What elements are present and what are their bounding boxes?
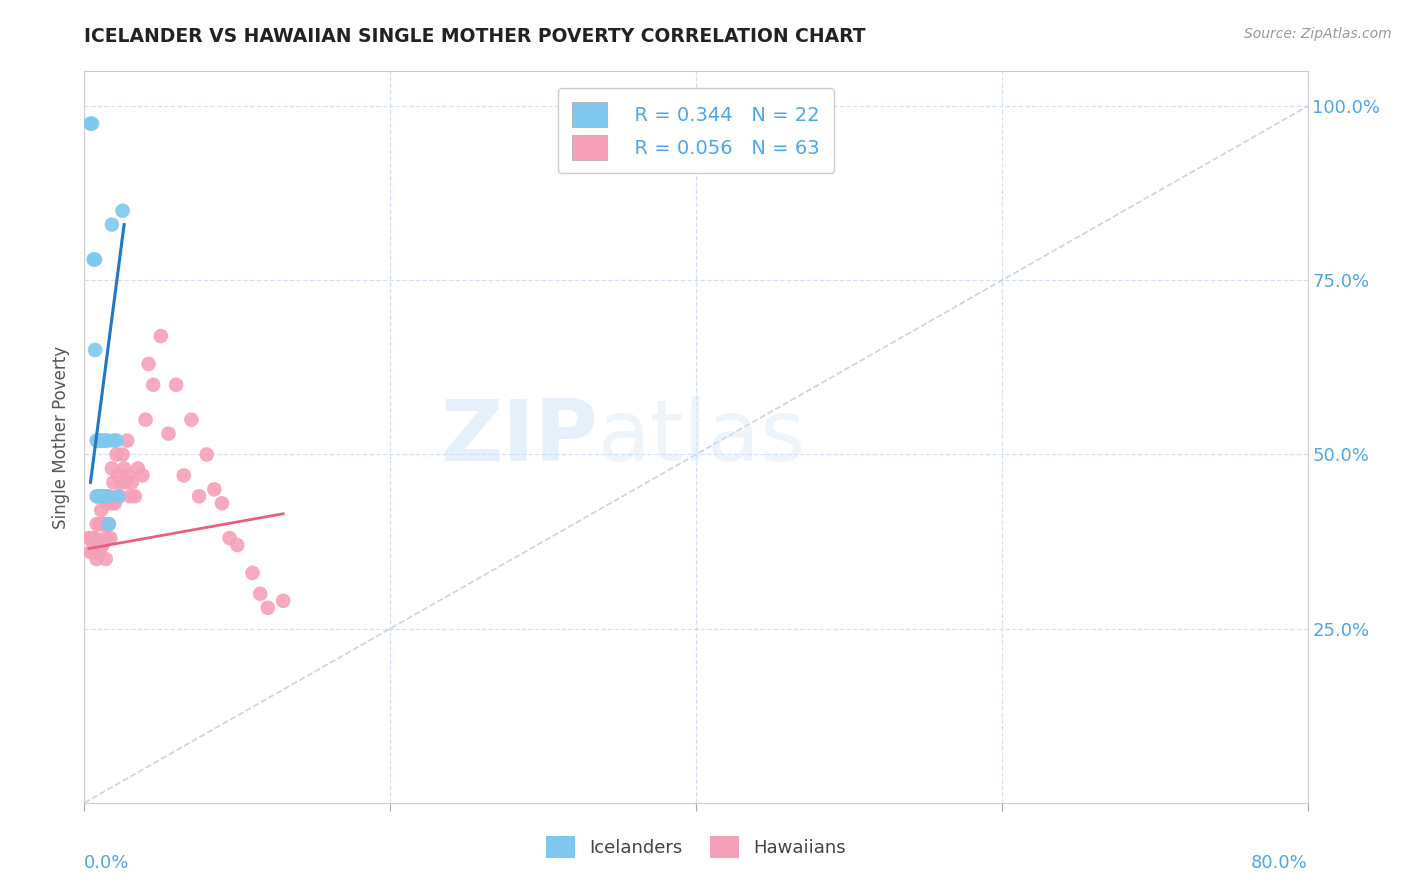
Point [91, 538, 114, 552]
Point [111, 203, 134, 218]
Point [97, 517, 120, 532]
Point [105, 448, 128, 462]
Point [91, 489, 114, 503]
Point [93, 489, 115, 503]
Point [96, 496, 118, 510]
Point [131, 468, 153, 483]
Text: 0.0%: 0.0% [84, 854, 129, 872]
Point [103, 475, 125, 490]
Point [89, 434, 111, 448]
Text: ICELANDER VS HAWAIIAN SINGLE MOTHER POVERTY CORRELATION CHART: ICELANDER VS HAWAIIAN SINGLE MOTHER POVE… [84, 27, 866, 45]
Point [80, 531, 103, 545]
Point [105, 434, 128, 448]
Point [249, 587, 271, 601]
Point [114, 475, 136, 490]
Point [96, 434, 118, 448]
Point [121, 475, 143, 490]
Point [211, 496, 233, 510]
Point [173, 468, 195, 483]
Point [165, 377, 187, 392]
Point [101, 496, 124, 510]
Point [84, 531, 107, 545]
Point [257, 600, 280, 615]
Point [84, 252, 107, 267]
Point [83, 538, 105, 552]
Legend: Icelanders, Hawaiians: Icelanders, Hawaiians [537, 827, 855, 867]
Point [90, 538, 112, 552]
Point [79, 545, 101, 559]
Point [94, 531, 117, 545]
Point [115, 434, 138, 448]
Point [104, 496, 127, 510]
Point [97, 517, 120, 532]
Point [112, 461, 135, 475]
Point [96, 517, 118, 532]
Point [188, 489, 211, 503]
Point [94, 552, 117, 566]
Point [86, 517, 108, 532]
Point [271, 594, 294, 608]
Point [110, 475, 132, 490]
Point [157, 426, 180, 441]
Point [87, 538, 110, 552]
Point [127, 461, 149, 475]
Point [83, 252, 105, 267]
Point [84, 545, 107, 559]
Point [218, 531, 240, 545]
Point [149, 329, 172, 343]
Point [93, 517, 115, 532]
Point [120, 489, 142, 503]
Point [108, 489, 131, 503]
Point [242, 566, 264, 580]
Point [89, 489, 111, 503]
Point [93, 489, 115, 503]
Y-axis label: Single Mother Poverty: Single Mother Poverty [52, 345, 70, 529]
Point [89, 517, 111, 532]
Point [86, 434, 108, 448]
Point [202, 483, 225, 497]
Point [103, 434, 125, 448]
Point [84, 343, 107, 357]
Point [135, 412, 157, 426]
Point [98, 531, 121, 545]
Point [91, 517, 114, 532]
Point [97, 489, 120, 503]
Point [90, 434, 112, 448]
Point [180, 412, 202, 426]
Point [138, 357, 160, 371]
Point [101, 461, 124, 475]
Point [77, 531, 100, 545]
Point [111, 448, 134, 462]
Text: Source: ZipAtlas.com: Source: ZipAtlas.com [1244, 27, 1392, 41]
Point [80, 117, 103, 131]
Point [87, 489, 110, 503]
Point [124, 489, 146, 503]
Point [94, 434, 117, 448]
Point [226, 538, 249, 552]
Point [79, 117, 101, 131]
Point [195, 448, 218, 462]
Point [90, 503, 112, 517]
Point [107, 489, 129, 503]
Point [86, 552, 108, 566]
Point [91, 434, 114, 448]
Point [107, 468, 129, 483]
Point [101, 218, 124, 232]
Text: 80.0%: 80.0% [1251, 854, 1308, 872]
Point [89, 545, 111, 559]
Text: ZIP: ZIP [440, 395, 598, 479]
Text: atlas: atlas [598, 395, 806, 479]
Point [86, 489, 108, 503]
Point [118, 468, 141, 483]
Point [142, 377, 165, 392]
Point [83, 545, 105, 559]
Point [87, 434, 110, 448]
Point [96, 489, 118, 503]
